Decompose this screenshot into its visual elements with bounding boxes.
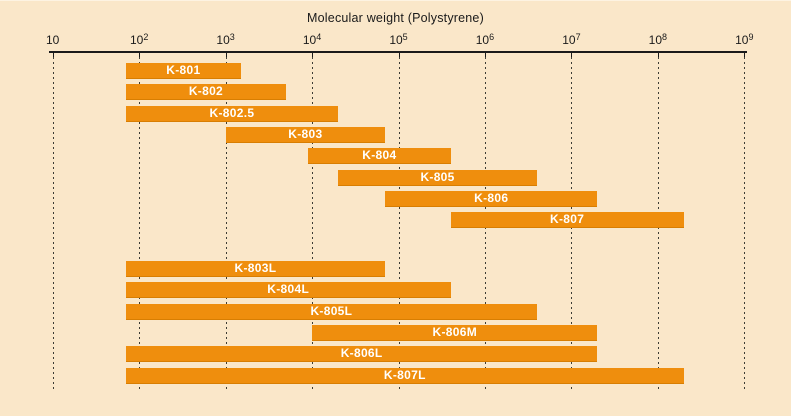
x-axis-tick-label: 102 (129, 32, 149, 48)
bar-k-802: K-802 (125, 84, 287, 101)
tick-exponent: 8 (662, 32, 668, 42)
bar-label: K-804 (362, 148, 397, 163)
x-axis-line (49, 51, 747, 53)
bar-k-804: K-804 (308, 148, 451, 165)
tick-exponent: 2 (143, 32, 149, 42)
tick-exponent: 5 (402, 32, 408, 42)
x-axis-tick (744, 53, 746, 58)
x-axis-tick (225, 53, 227, 58)
tick-exponent: 9 (748, 32, 754, 42)
x-axis-tick-label: 105 (389, 32, 408, 48)
bar-label: K-807 (550, 212, 585, 227)
x-axis-tick-label: 106 (475, 32, 495, 48)
bar-k-805l: K-805L (125, 303, 537, 320)
x-axis-tick-label: 103 (216, 32, 235, 48)
bar-label: K-806L (340, 346, 383, 361)
bar-k-805: K-805 (338, 169, 537, 186)
x-axis-tick (139, 53, 141, 58)
bar-k-801: K-801 (125, 63, 241, 79)
bar-label: K-804L (267, 282, 310, 297)
bar-k-804l: K-804L (125, 282, 451, 299)
x-axis-tick (398, 53, 400, 58)
x-axis-tick (312, 53, 314, 58)
bar-k-806: K-806 (385, 190, 598, 207)
x-axis-tick (52, 53, 54, 58)
bar-label: K-802 (188, 84, 224, 99)
bar-label: K-803 (288, 126, 323, 141)
bar-k-807: K-807 (450, 212, 684, 229)
gridline (52, 57, 54, 391)
bar-k-802-5: K-802.5 (125, 105, 339, 122)
x-axis-tick-label: 109 (735, 32, 754, 48)
gridline (312, 57, 314, 391)
x-axis-tick (657, 53, 659, 58)
bar-label: K-802.5 (209, 105, 255, 120)
bar-k-807l: K-807L (125, 367, 684, 384)
x-axis-tick (484, 53, 486, 58)
tick-exponent: 6 (489, 32, 495, 42)
chart-title: Molecular weight (Polystyrene) (307, 11, 484, 25)
tick-exponent: 3 (229, 32, 235, 42)
x-axis-tick-label: 10 (46, 33, 60, 47)
bar-label: K-803L (234, 261, 277, 275)
bar-label: K-806 (474, 190, 509, 205)
bar-k-803l: K-803L (125, 261, 386, 277)
bar-k-803: K-803 (225, 126, 386, 143)
x-axis-tick-label: 104 (302, 32, 322, 48)
gridline (225, 57, 227, 391)
tick-exponent: 7 (575, 32, 581, 42)
gridline (139, 57, 141, 391)
gridline (744, 57, 746, 391)
bar-label: K-805L (310, 303, 353, 318)
x-axis-tick-label: 108 (648, 32, 668, 48)
bar-label: K-801 (166, 63, 201, 77)
x-axis-tick-label: 107 (562, 32, 581, 48)
tick-exponent: 4 (316, 32, 322, 42)
x-axis-tick (571, 53, 573, 58)
bar-label: K-807L (383, 367, 426, 382)
gridline (398, 57, 400, 391)
bar-label: K-805 (420, 169, 455, 184)
bar-k-806m: K-806M (312, 324, 598, 341)
bar-k-806l: K-806L (125, 346, 598, 363)
bar-label: K-806M (432, 324, 478, 339)
